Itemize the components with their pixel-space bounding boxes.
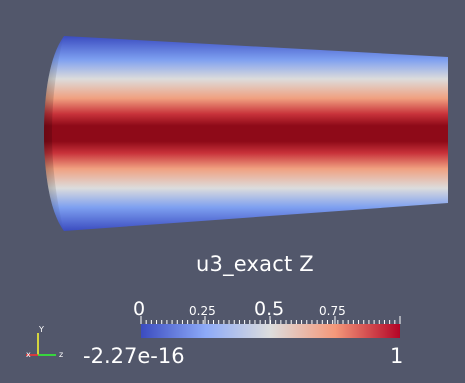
colorbar-range-min: -2.27e-16 — [83, 344, 185, 368]
colorbar-range-max: 1 — [390, 344, 404, 368]
cone-surface[interactable] — [44, 36, 448, 231]
colorbar-tick-label: 0.75 — [319, 304, 346, 318]
colorbar-tick-label: 0.5 — [254, 298, 285, 320]
orientation-axes — [26, 333, 56, 356]
colorbar-gradient — [141, 324, 400, 338]
axis-x-label: x — [26, 350, 31, 359]
cone-end-cap — [44, 36, 64, 231]
colorbar-ticks — [140, 316, 401, 324]
colorbar-tick-label: 0.25 — [189, 304, 216, 318]
axis-y-label: Y — [39, 325, 44, 334]
colorbar-title: u3_exact Z — [196, 252, 314, 276]
axis-z-label: z — [59, 350, 64, 359]
colorbar-tick-label: 0 — [133, 298, 146, 320]
